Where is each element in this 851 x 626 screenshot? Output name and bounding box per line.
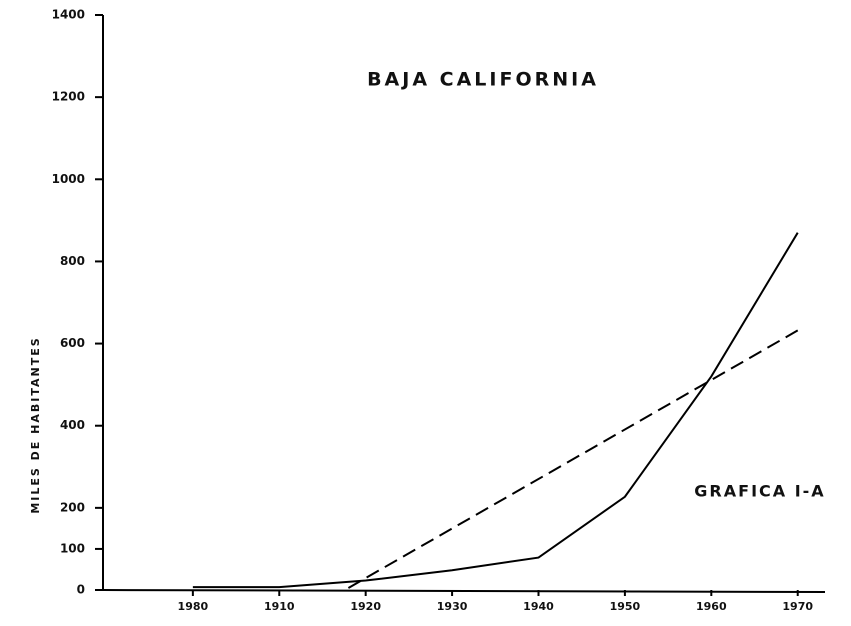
x-tick-label: 1970 <box>782 600 813 613</box>
y-tick-label: 0 <box>77 583 85 597</box>
y-tick-label: 1400 <box>52 8 85 22</box>
y-tick-label: 600 <box>60 336 85 350</box>
x-tick-label: 1930 <box>437 600 468 613</box>
y-axis-label: MILES DE HABITANTES <box>29 336 42 513</box>
x-tick-label: 1940 <box>523 600 554 613</box>
x-tick-label: 1920 <box>350 600 381 613</box>
y-tick-label: 400 <box>60 418 85 432</box>
y-tick-label: 100 <box>60 541 85 555</box>
y-tick-label: 200 <box>60 500 85 514</box>
x-tick-label: 1980 <box>178 600 209 613</box>
y-tick-label: 1200 <box>52 90 85 104</box>
line-series <box>192 232 799 589</box>
annotation: GRAFICA I-A <box>694 482 825 501</box>
x-axis <box>102 589 826 593</box>
chart-title: BAJA CALIFORNIA <box>367 69 599 91</box>
y-tick-label: 800 <box>60 254 85 268</box>
line-series <box>347 329 799 589</box>
x-tick-label: 1950 <box>610 600 641 613</box>
x-tick-label: 1960 <box>696 600 727 613</box>
y-tick-label: 1000 <box>52 172 85 186</box>
x-tick-label: 1910 <box>264 600 295 613</box>
